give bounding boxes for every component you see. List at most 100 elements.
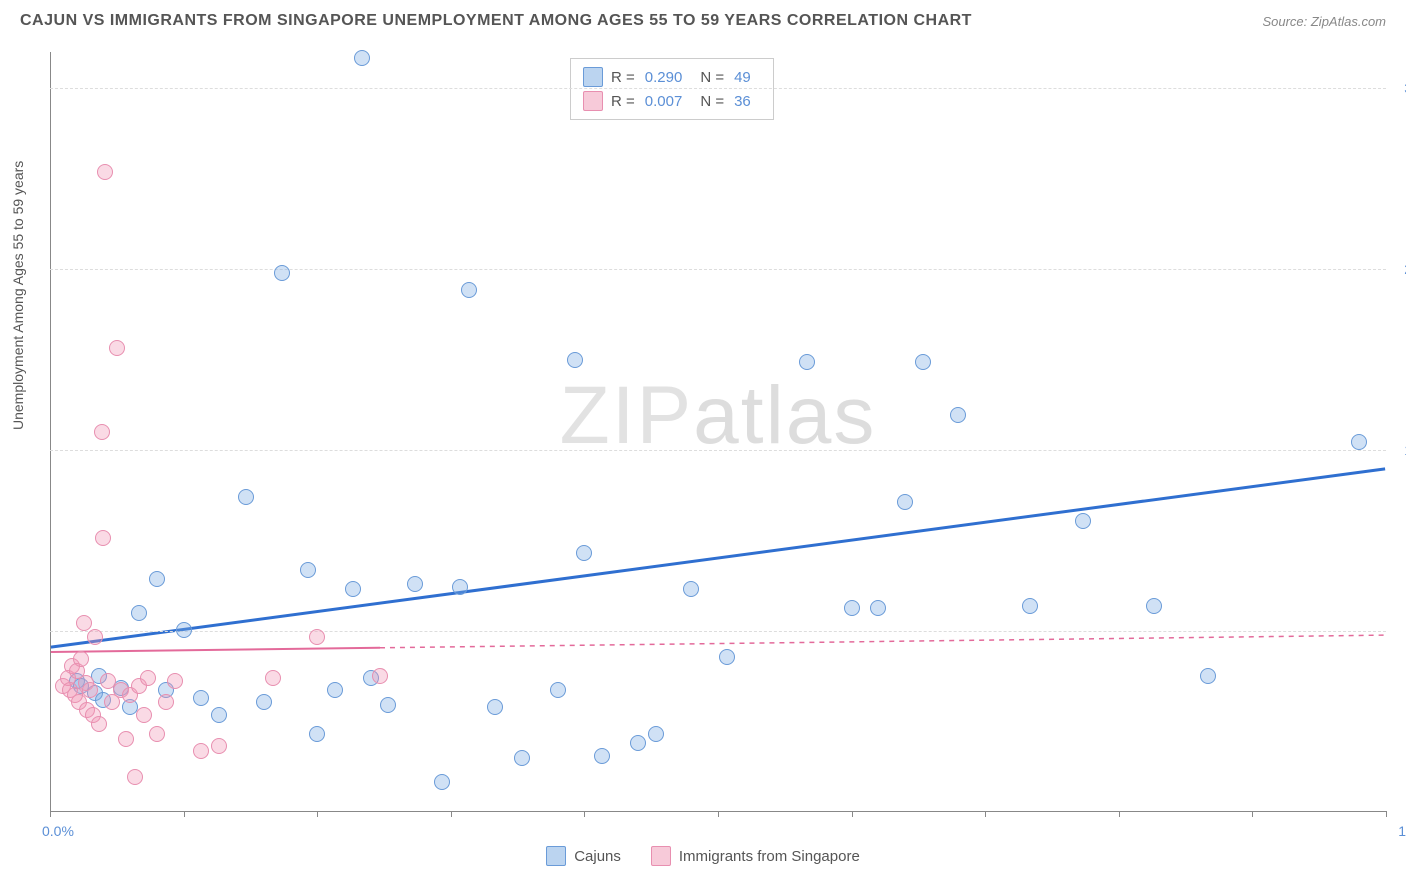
legend-n-value: 49 xyxy=(734,69,751,86)
data-point xyxy=(950,407,966,423)
data-point xyxy=(844,600,860,616)
data-point xyxy=(193,743,209,759)
data-point xyxy=(149,571,165,587)
data-point xyxy=(594,748,610,764)
data-point xyxy=(76,615,92,631)
legend-swatch xyxy=(583,67,603,87)
data-point xyxy=(91,716,107,732)
gridline xyxy=(50,88,1386,89)
legend-r-label: R = xyxy=(611,93,635,110)
data-point xyxy=(648,726,664,742)
chart-header: CAJUN VS IMMIGRANTS FROM SINGAPORE UNEMP… xyxy=(0,0,1406,38)
x-axis-max-label: 15.0% xyxy=(1398,823,1406,839)
y-axis-label: Unemployment Among Ages 55 to 59 years xyxy=(10,161,26,430)
data-point xyxy=(97,164,113,180)
data-point xyxy=(487,699,503,715)
data-point xyxy=(915,354,931,370)
data-point xyxy=(136,707,152,723)
data-point xyxy=(131,605,147,621)
data-point xyxy=(158,694,174,710)
data-point xyxy=(149,726,165,742)
legend-row: R = 0.007 N = 36 xyxy=(583,89,761,113)
data-point xyxy=(799,354,815,370)
data-point xyxy=(434,774,450,790)
data-point xyxy=(176,622,192,638)
data-point xyxy=(300,562,316,578)
series-legend-item: Cajuns xyxy=(546,846,621,866)
legend-swatch xyxy=(651,846,671,866)
data-point xyxy=(372,668,388,684)
data-point xyxy=(94,424,110,440)
legend-row: R =0.290N =49 xyxy=(583,65,761,89)
x-tick xyxy=(718,811,719,817)
data-point xyxy=(274,265,290,281)
data-point xyxy=(630,735,646,751)
series-legend: Cajuns Immigrants from Singapore xyxy=(0,846,1406,866)
data-point xyxy=(407,576,423,592)
data-point xyxy=(1075,513,1091,529)
data-point xyxy=(576,545,592,561)
chart-source: Source: ZipAtlas.com xyxy=(1262,14,1386,29)
data-point xyxy=(1022,598,1038,614)
data-point xyxy=(719,649,735,665)
trend-lines xyxy=(50,52,1386,811)
legend-n-label: N = xyxy=(700,93,724,110)
data-point xyxy=(514,750,530,766)
data-point xyxy=(140,670,156,686)
data-point xyxy=(82,682,98,698)
legend-r-value: 0.007 xyxy=(645,93,683,110)
data-point xyxy=(1200,668,1216,684)
x-tick xyxy=(184,811,185,817)
data-point xyxy=(1351,434,1367,450)
data-point xyxy=(461,282,477,298)
data-point xyxy=(265,670,281,686)
x-axis-min-label: 0.0% xyxy=(42,823,74,839)
data-point xyxy=(327,682,343,698)
x-tick xyxy=(985,811,986,817)
x-tick xyxy=(50,811,51,817)
data-point xyxy=(238,489,254,505)
gridline xyxy=(50,450,1386,451)
data-point xyxy=(354,50,370,66)
x-tick xyxy=(451,811,452,817)
x-tick xyxy=(584,811,585,817)
data-point xyxy=(73,651,89,667)
data-point xyxy=(211,738,227,754)
scatter-chart: ZIPatlas R =0.290N =49R =0.007N =36 0.0%… xyxy=(50,52,1386,812)
data-point xyxy=(127,769,143,785)
data-point xyxy=(897,494,913,510)
data-point xyxy=(550,682,566,698)
data-point xyxy=(345,581,361,597)
legend-swatch xyxy=(583,91,603,111)
data-point xyxy=(109,340,125,356)
data-point xyxy=(683,581,699,597)
trend-line-dashed xyxy=(380,635,1385,648)
data-point xyxy=(309,629,325,645)
legend-swatch xyxy=(546,846,566,866)
x-tick xyxy=(1119,811,1120,817)
chart-title: CAJUN VS IMMIGRANTS FROM SINGAPORE UNEMP… xyxy=(20,12,972,30)
series-legend-item: Immigrants from Singapore xyxy=(651,846,860,866)
data-point xyxy=(256,694,272,710)
gridline xyxy=(50,269,1386,270)
series-legend-label: Immigrants from Singapore xyxy=(679,848,860,865)
x-tick xyxy=(1386,811,1387,817)
trend-line-solid xyxy=(51,648,380,652)
series-legend-label: Cajuns xyxy=(574,848,621,865)
data-point xyxy=(167,673,183,689)
data-point xyxy=(193,690,209,706)
data-point xyxy=(380,697,396,713)
gridline xyxy=(50,631,1386,632)
legend-r-value: 0.290 xyxy=(645,69,683,86)
data-point xyxy=(452,579,468,595)
x-tick xyxy=(1252,811,1253,817)
data-point xyxy=(870,600,886,616)
legend-n-value: 36 xyxy=(734,93,751,110)
data-point xyxy=(1146,598,1162,614)
data-point xyxy=(211,707,227,723)
x-tick xyxy=(317,811,318,817)
data-point xyxy=(309,726,325,742)
legend-r-label: R = xyxy=(611,69,635,86)
data-point xyxy=(87,629,103,645)
data-point xyxy=(118,731,134,747)
